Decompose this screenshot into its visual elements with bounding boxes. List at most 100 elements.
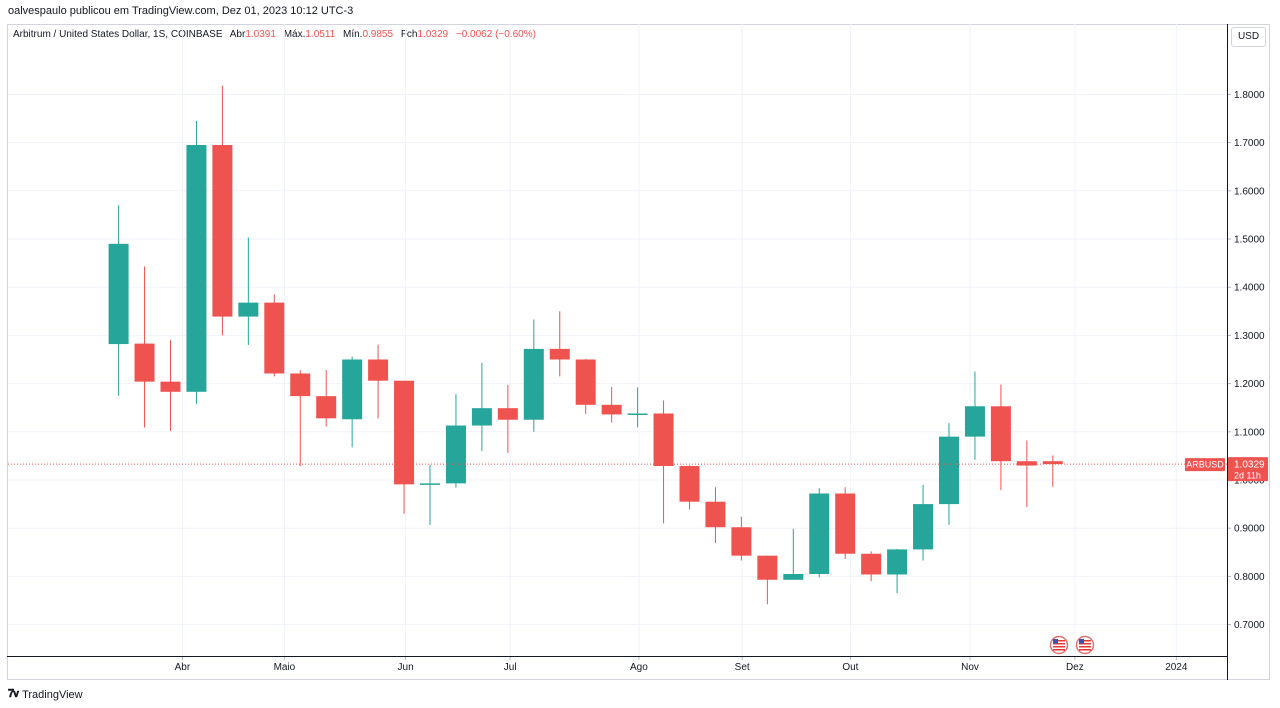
- candle-body: [212, 145, 233, 317]
- candle-down: [601, 386, 622, 423]
- y-tick-label: 1.4000: [1234, 283, 1265, 294]
- candle-down: [679, 465, 700, 510]
- candle-body: [186, 145, 207, 392]
- candle-body: [887, 549, 908, 575]
- y-tick-label: 0.9000: [1234, 524, 1265, 535]
- x-tick-label: Abr: [175, 662, 191, 673]
- y-tick-label: 1.5000: [1234, 235, 1265, 246]
- ticker-tag-box: [1185, 458, 1225, 472]
- x-tick-label: Nov: [961, 662, 979, 673]
- axis-layer: 0.70000.80000.90001.00001.10001.20001.30…: [7, 24, 1265, 680]
- y-tick-label: 1.3000: [1234, 331, 1265, 342]
- candle-body: [134, 343, 155, 382]
- low-value: 0.9855: [362, 29, 394, 40]
- x-tick-label: Jul: [504, 662, 517, 673]
- flag-stripe: [1053, 649, 1065, 651]
- footer-logo-text: TradingView: [22, 688, 83, 701]
- candle-body: [160, 381, 181, 392]
- candle-up: [887, 548, 908, 594]
- y-tick-label: 1.2000: [1234, 379, 1265, 390]
- candle-body: [523, 348, 544, 420]
- close-label: Fch: [400, 29, 418, 40]
- candle-body: [964, 406, 985, 437]
- candle-down: [316, 370, 337, 427]
- candle-body: [1042, 461, 1063, 465]
- candle-up: [964, 371, 985, 460]
- symbol-legend: Arbitrum / United States Dollar, 1S, COI…: [13, 29, 536, 40]
- ticker-tag-text: ARBUSD: [1186, 460, 1224, 470]
- candle-body: [757, 555, 778, 580]
- price-tag-countdown: 2d 11h: [1234, 471, 1261, 481]
- flag-stripe: [1053, 646, 1065, 648]
- candle-down: [134, 266, 155, 428]
- flag-stripe: [1079, 640, 1091, 642]
- flag-stripe: [1053, 643, 1065, 645]
- candle-down: [368, 344, 389, 419]
- candle-body: [913, 504, 934, 550]
- y-tick-label: 1.1000: [1234, 427, 1265, 438]
- candle-down: [757, 555, 778, 605]
- candle-body: [783, 573, 804, 580]
- candle-body: [835, 493, 856, 554]
- low-label: Mín.: [343, 29, 363, 40]
- candle-up: [445, 394, 466, 488]
- candle-body: [368, 359, 389, 381]
- candle-down: [549, 311, 570, 377]
- candle-body: [420, 483, 440, 485]
- candle-down: [1016, 440, 1037, 507]
- candle-body: [342, 359, 363, 420]
- y-tick-label: 1.8000: [1234, 90, 1265, 101]
- candle-body: [497, 408, 518, 420]
- candle-body: [264, 302, 285, 374]
- candle-down: [861, 551, 882, 582]
- grid-layer: [8, 24, 1227, 656]
- candle-down: [731, 516, 752, 561]
- high-value: 1.0511: [305, 29, 336, 40]
- candle-up: [809, 488, 830, 578]
- candle-up: [420, 464, 440, 525]
- x-tick-label: Jun: [398, 662, 414, 673]
- flag-canton: [1079, 639, 1084, 644]
- candle-body: [445, 425, 466, 484]
- candle-body: [1016, 461, 1037, 466]
- tradingview-logo-icon: 𝟕𝐯: [8, 688, 19, 700]
- candle-layer: [108, 85, 1063, 605]
- candle-down: [1042, 455, 1063, 487]
- candle-body: [731, 527, 752, 556]
- candle-body: [601, 404, 622, 415]
- candle-down: [212, 85, 233, 336]
- footer-logo[interactable]: 𝟕𝐯 TradingView: [8, 688, 83, 701]
- y-tick-label: 1.6000: [1234, 186, 1265, 197]
- currency-button[interactable]: USD: [1231, 27, 1266, 47]
- x-tick-label: 2024: [1165, 662, 1188, 673]
- symbol-name: Arbitrum / United States Dollar, 1S, COI…: [13, 29, 223, 40]
- candle-body: [939, 436, 959, 505]
- close-value: 1.0329: [417, 29, 449, 40]
- candle-body: [316, 396, 337, 419]
- y-tick-label: 1.7000: [1234, 138, 1265, 149]
- candle-body: [549, 348, 570, 360]
- candle-body: [471, 408, 492, 426]
- candle-down: [990, 384, 1011, 491]
- candle-body: [705, 501, 726, 528]
- candle-up: [471, 362, 492, 452]
- candle-up: [342, 356, 363, 448]
- candle-body: [679, 466, 700, 502]
- candle-body: [861, 553, 882, 575]
- candle-up: [939, 423, 959, 525]
- candle-up: [238, 237, 259, 346]
- candle-up: [783, 528, 804, 580]
- candle-up: [186, 120, 207, 404]
- x-tick-label: Maio: [274, 662, 296, 673]
- candle-body: [290, 373, 311, 397]
- candle-down: [653, 400, 674, 524]
- us-flag-icon: [1075, 635, 1095, 655]
- open-value: 1.0391: [245, 29, 276, 40]
- price-tag-price: 1.0329: [1234, 460, 1265, 471]
- candle-body: [238, 302, 259, 317]
- candle-body: [627, 413, 648, 415]
- candle-down: [835, 487, 856, 560]
- candle-down: [394, 380, 415, 514]
- y-tick-label: 0.8000: [1234, 572, 1265, 583]
